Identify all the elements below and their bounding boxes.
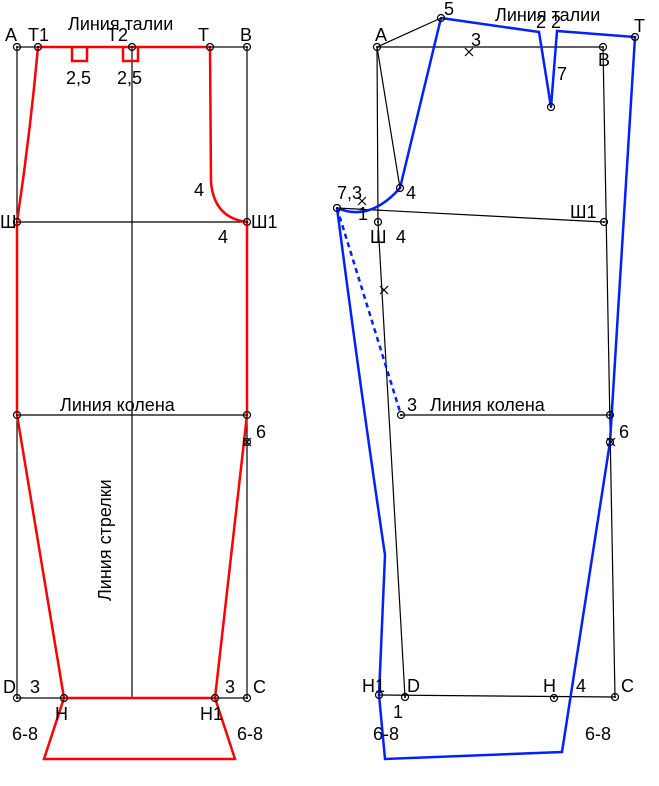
front-3r: 3 [225,677,235,697]
back-73: 7,3 [337,183,362,203]
front-C: С [253,677,266,697]
front-68r: 6-8 [237,724,263,744]
back-1: 1 [358,204,368,224]
front-crease: Линия стрелки [95,479,115,601]
back-6: 6 [619,422,629,442]
front-4a: 4 [194,180,204,200]
back-C: С [621,676,634,696]
back-knee: Линия колена [430,395,546,415]
front-T1: Т1 [28,25,49,45]
back-SH1: Ш1 [570,202,597,222]
front-6: 6 [256,422,266,442]
front-SH1: Ш1 [251,212,278,232]
back-1h: 1 [393,702,403,722]
front-4b: 4 [218,227,228,247]
back-4h: 4 [576,676,586,696]
back-68l: 6-8 [373,724,399,744]
back-22: 2 2 [536,12,561,32]
back-68r: 6-8 [585,724,611,744]
front-d1: 2,5 [66,68,91,88]
back-3k: 3 [407,395,417,415]
back-A: А [375,25,387,45]
back-B: В [598,50,610,70]
back-3t: 3 [471,30,481,50]
back-H: Н [543,676,556,696]
back-4b: 4 [396,227,406,247]
back-D: D [407,676,420,696]
front-knee: Линия колена [60,395,176,415]
front-T2: Т2 [107,25,128,45]
back-7: 7 [557,64,567,84]
front-H: Н [55,704,68,724]
front-d2: 2,5 [117,68,142,88]
front-H1: Н1 [200,704,223,724]
front-B: В [240,25,252,45]
front-68l: 6-8 [12,724,38,744]
front-SH: Ш [0,212,17,232]
back-H1: Н1 [362,676,385,696]
front-A: А [5,25,17,45]
back-4: 4 [406,183,416,203]
back-SH: Ш [370,227,387,247]
front-T: Т [198,25,209,45]
back-5: 5 [444,0,454,19]
back-T: Т [634,16,645,36]
front-3l: 3 [30,677,40,697]
front-D: D [3,677,16,697]
